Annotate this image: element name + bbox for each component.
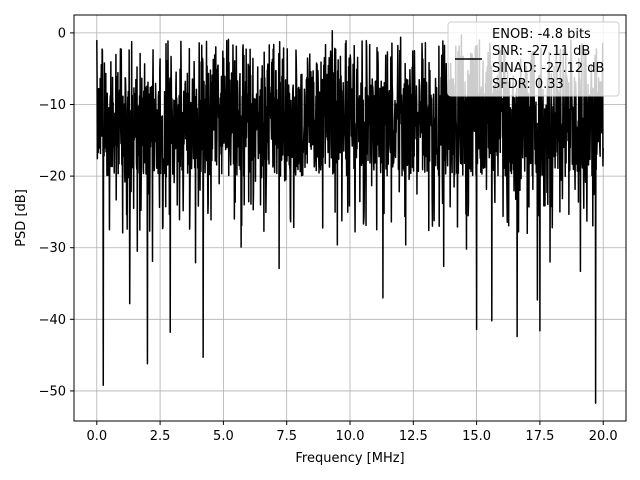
- y-tick-label: −40: [39, 313, 66, 328]
- y-tick-label: −30: [39, 241, 66, 256]
- y-axis-ticks: 0 −10 −20 −30 −40 −50: [39, 26, 74, 399]
- x-tick-label: 2.5: [150, 429, 171, 444]
- x-tick-label: 7.5: [276, 429, 297, 444]
- x-tick-label: 20.0: [589, 429, 618, 444]
- y-tick-label: −10: [39, 98, 66, 113]
- y-tick-label: −20: [39, 170, 66, 185]
- legend-enob: ENOB: -4.8 bits: [492, 27, 591, 42]
- legend-snr: SNR: -27.11 dB: [492, 44, 590, 59]
- y-tick-label: −50: [39, 384, 66, 399]
- legend: ENOB: -4.8 bits SNR: -27.11 dB SINAD: -2…: [447, 21, 620, 97]
- legend-sfdr: SFDR: 0.33: [492, 77, 564, 92]
- x-axis-label: Frequency [MHz]: [295, 451, 404, 466]
- legend-sinad: SINAD: -27.12 dB: [492, 61, 604, 76]
- y-tick-label: 0: [58, 26, 66, 41]
- legend-box: [447, 21, 620, 97]
- x-tick-label: 10.0: [336, 429, 365, 444]
- x-tick-label: 15.0: [462, 429, 491, 444]
- y-axis-label: PSD [dB]: [14, 189, 29, 247]
- x-tick-label: 5.0: [213, 429, 234, 444]
- x-axis-ticks: 0.0 2.5 5.0 7.5 10.0 12.5 15.0 17.5 20.0: [86, 421, 618, 444]
- x-tick-label: 12.5: [399, 429, 428, 444]
- x-tick-label: 17.5: [525, 429, 554, 444]
- x-tick-label: 0.0: [86, 429, 107, 444]
